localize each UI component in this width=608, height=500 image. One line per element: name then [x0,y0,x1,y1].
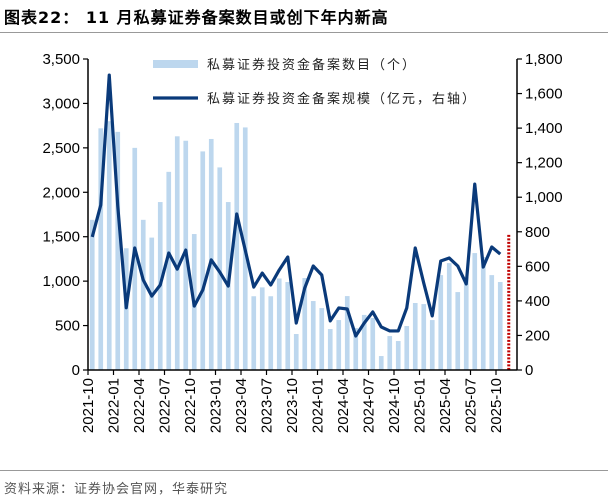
x-tick-label: 2023-04 [233,378,250,433]
x-tick-label: 2025-10 [488,378,505,433]
bar-2024-09 [387,336,393,370]
x-tick-label: 2024-10 [386,378,403,433]
x-tick-label: 2024-01 [310,378,327,433]
legend-bar-swatch [153,60,198,68]
right-tick-label: 400 [525,293,550,310]
bar-2024-05 [353,328,359,370]
bar-2024-01 [319,308,325,370]
left-tick-label: 1,500 [42,229,80,246]
left-tick-label: 0 [72,362,80,379]
right-tick-label: 1,200 [525,155,563,172]
bar-2021-10 [89,219,95,370]
bar-2022-05 [149,237,155,370]
bar-2025-01 [421,304,427,370]
x-tick-label: 2022-10 [182,378,199,433]
bar-2023-08 [276,278,282,370]
left-tick-label: 2,500 [42,140,80,157]
x-tick-label: 2022-04 [131,378,148,433]
bar-2022-12 [208,138,214,370]
bar-2022-08 [174,136,180,370]
bar-2025-06 [463,277,469,370]
left-tick-label: 1,000 [42,273,80,290]
right-tick-label: 1,800 [525,51,563,68]
bar-2022-11 [200,151,206,370]
bar-2024-08 [378,356,384,370]
x-tick-label: 2023-10 [284,378,301,433]
bar-2023-01 [217,167,223,370]
bar-2023-07 [268,296,274,370]
left-tick-label: 2,000 [42,184,80,201]
x-tick-label: 2025-04 [437,378,454,433]
bar-2022-07 [166,171,172,370]
left-tick-label: 3,500 [42,51,80,68]
bar-2022-01 [115,131,121,370]
legend-bar-label: 私募证券投资金备案数目（个） [207,57,417,73]
source-note: 资料来源：证券协会官网，华泰研究 [4,482,229,497]
bar-2025-09 [489,275,495,370]
bar-2023-12 [310,301,316,370]
x-tick-label: 2023-07 [259,378,276,433]
bar-2024-10 [395,341,401,370]
left-tick-label: 500 [55,318,80,335]
bar-2024-12 [412,303,418,370]
x-tick-label: 2024-04 [335,378,352,433]
right-tick-label: 1,600 [525,86,563,103]
right-tick-label: 600 [525,258,550,275]
left-tick-label: 3,000 [42,95,80,112]
bar-2024-11 [404,326,410,370]
x-tick-label: 2025-07 [463,378,480,433]
chart-title: 图表22： 11 月私募证券备案数目或创下年内新高 [4,8,389,27]
bar-2023-03 [234,122,240,370]
bar-2023-05 [251,296,257,370]
x-tick-label: 2024-07 [361,378,378,433]
bar-2024-04 [344,296,350,370]
right-tick-label: 1,000 [525,189,563,206]
x-tick-label: 2023-01 [208,378,225,433]
bar-2023-11 [302,278,308,370]
bar-2021-12 [106,121,112,370]
bar-2024-02 [327,329,333,370]
bar-2022-04 [140,219,146,370]
bar-2025-03 [438,275,444,370]
bar-2025-08 [480,257,486,370]
right-tick-label: 0 [525,362,533,379]
title-divider [0,32,608,33]
x-tick-label: 2022-07 [157,378,174,433]
x-tick-label: 2022-01 [106,378,123,433]
bar-2024-03 [336,320,342,370]
x-tick-label: 2025-01 [412,378,429,433]
bar-2024-07 [370,318,376,370]
bar-2025-10 [497,282,503,370]
bar-2025-07 [472,253,478,370]
right-tick-label: 1,400 [525,120,563,137]
chart: 0 500 1,000 1,500 2,000 2,500 3,000 3,500 0 200 40… [42,51,563,433]
bar-2025-02 [429,320,435,370]
legend-line-label: 私募证券投资金备案规模（亿元，右轴） [207,91,477,107]
bar-2024-06 [361,314,367,370]
bar-2025-05 [455,292,461,370]
bar-2023-06 [259,287,265,370]
bar-2023-09 [285,282,291,370]
bar-2023-10 [293,334,299,370]
source-divider [0,470,608,471]
right-tick-label: 800 [525,224,550,241]
x-tick-label: 2021-10 [80,378,97,433]
bar-2021-11 [98,128,104,370]
bar-2025-04 [446,263,452,370]
right-tick-label: 200 [525,327,550,344]
scale-line [90,73,502,338]
